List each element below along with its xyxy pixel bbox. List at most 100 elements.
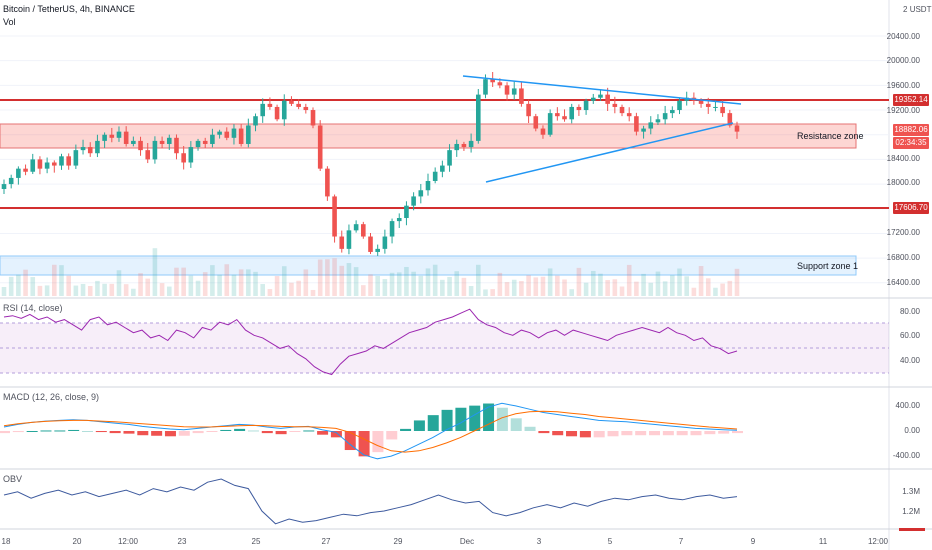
macd-histogram-bar — [483, 403, 495, 431]
support-zone[interactable] — [0, 255, 857, 276]
volume-bar — [425, 268, 431, 296]
volume-bar — [713, 287, 718, 296]
candle-body — [188, 147, 194, 163]
macd-histogram-bar — [234, 428, 246, 431]
grid-lines — [0, 35, 889, 284]
volume-bar — [540, 276, 546, 296]
macd-histogram-bar — [635, 431, 647, 436]
macd-histogram-bar — [261, 431, 273, 434]
price-tick: 17200.00 — [886, 228, 920, 237]
candle-body — [677, 100, 682, 111]
trendlines-layer — [462, 75, 742, 183]
macd-histogram-bar — [732, 431, 743, 434]
time-tick: 18 — [1, 537, 11, 546]
macd-histogram-bar — [192, 431, 204, 434]
volume-bar — [310, 289, 316, 296]
macd-tick: 0.00 — [904, 426, 920, 435]
macd-histogram-bar — [137, 431, 149, 436]
candle-body — [375, 248, 380, 252]
support-zone-label: Support zone 1 — [797, 261, 859, 271]
candle-body — [655, 119, 661, 123]
volume-bar — [289, 282, 294, 296]
time-tick: 25 — [251, 537, 261, 546]
volume-bar — [246, 269, 251, 296]
volume-bar — [138, 273, 143, 296]
descending-trendline[interactable] — [462, 75, 742, 105]
volume-bar — [734, 268, 740, 296]
candle-body — [123, 131, 129, 144]
volume-bar — [411, 271, 416, 296]
volume-bar — [497, 272, 503, 296]
volume-bar — [238, 269, 244, 296]
macd-histogram-bar — [649, 431, 661, 436]
ascending-trendline[interactable] — [485, 122, 734, 183]
candle-body — [8, 177, 14, 185]
volume-bar — [87, 286, 93, 296]
candle-body — [483, 79, 488, 95]
candle-body — [569, 106, 575, 120]
rsi-label: RSI (14, close) — [3, 303, 63, 313]
macd-histogram-bar — [54, 430, 66, 432]
volume-bar — [526, 275, 531, 296]
macd-histogram-bar — [593, 431, 605, 438]
time-tick: 27 — [321, 537, 331, 546]
price-tick: 18400.00 — [886, 154, 920, 163]
candle-body — [159, 140, 165, 144]
candle-body — [303, 106, 309, 111]
candle-body — [267, 103, 273, 107]
rsi-tick: 60.00 — [899, 331, 920, 340]
macd-histogram-bar — [662, 431, 674, 436]
macd-histogram-bar — [68, 429, 80, 431]
candle-body — [576, 106, 582, 111]
volume-bar — [626, 264, 632, 296]
candle-body — [526, 103, 531, 117]
macd-histogram-bar — [676, 431, 688, 436]
volume-bar — [116, 270, 122, 296]
candle-body — [626, 113, 632, 117]
candle-body — [634, 116, 639, 132]
volume-bar — [504, 282, 510, 296]
last-price-tag: 18882.06 — [893, 124, 929, 136]
candle-body — [166, 137, 172, 144]
candle-body — [468, 140, 474, 148]
candle-body — [1, 184, 7, 190]
macd-pane — [0, 402, 743, 460]
candle-body — [504, 85, 510, 95]
volume-bar — [389, 272, 395, 296]
volume-bar — [483, 289, 488, 296]
candle-body — [260, 103, 266, 117]
macd-histogram-bar — [317, 431, 329, 435]
macd-histogram-bar — [400, 428, 412, 431]
countdown-tag: 02:34:35 — [893, 137, 929, 149]
candle-body — [497, 82, 503, 86]
volume-bar — [52, 264, 57, 296]
time-tick: 20 — [72, 537, 82, 546]
candle-body — [612, 103, 618, 107]
candle-body — [641, 128, 646, 132]
macd-histogram-bar — [413, 420, 425, 431]
candle-body — [116, 131, 122, 138]
volume-bar — [634, 281, 639, 296]
candle-body — [174, 137, 179, 154]
candle-body — [102, 134, 107, 141]
macd-histogram-bar — [427, 415, 439, 431]
candle-body — [195, 140, 201, 148]
macd-histogram-bar — [109, 431, 121, 434]
candle-body — [224, 131, 230, 138]
volume-bar — [461, 277, 467, 296]
candle-body — [310, 110, 316, 126]
volume-bar — [432, 264, 438, 296]
candle-body — [368, 236, 373, 252]
candle-body — [734, 125, 740, 132]
macd-histogram-bar — [510, 418, 522, 431]
currency-label: USDT — [909, 5, 932, 14]
volume-bar — [123, 284, 129, 296]
candle-body — [454, 143, 460, 151]
volume-bar — [195, 280, 201, 296]
volume-bar — [332, 258, 337, 296]
volume-bar — [174, 267, 179, 296]
candle-body — [73, 150, 79, 166]
volume-bar — [296, 280, 301, 296]
volume-bar — [396, 272, 402, 296]
